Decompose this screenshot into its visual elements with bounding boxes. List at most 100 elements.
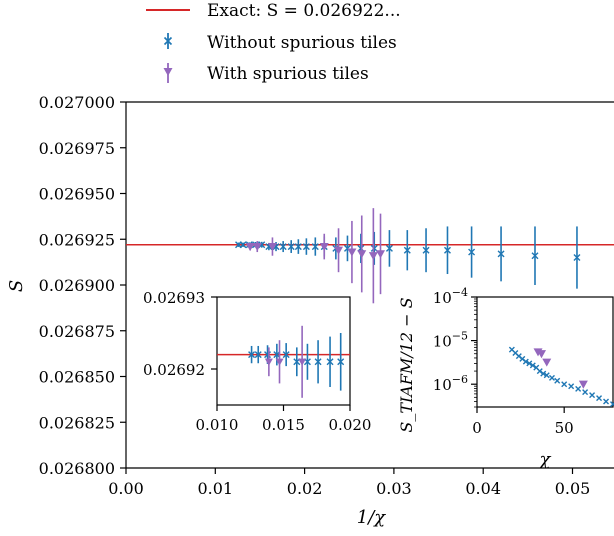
inset-zoom-without-point-1 xyxy=(248,345,256,364)
inset-zoom-with-point-3 xyxy=(298,325,307,398)
inset-zoom-with-point-2 xyxy=(275,340,284,384)
inset-log-y-tick-label: 10−4 xyxy=(433,286,468,307)
inset-zoom-without-point-8 xyxy=(314,340,322,384)
inset-zoom-series-without xyxy=(248,333,345,391)
main-series-without xyxy=(235,226,581,289)
inset-zoom-without-point-5 xyxy=(282,343,290,367)
main-without-point-8 xyxy=(279,241,287,253)
main-without-point-24 xyxy=(531,226,539,285)
inset-log-without-point-6 xyxy=(526,360,533,367)
main-without-point-21 xyxy=(443,226,451,275)
main-y-tick-label: 0.026950 xyxy=(39,185,115,204)
legend-with-label: With spurious tiles xyxy=(207,64,369,84)
inset-log-x-tick-label: 50 xyxy=(555,419,574,437)
main-x-tick-label: 0.01 xyxy=(197,479,233,498)
main-with-point-2 xyxy=(252,241,262,253)
inset-zoom-with-point-1 xyxy=(264,347,273,377)
main-without-point-19 xyxy=(403,230,411,271)
legend-without-label: Without spurious tiles xyxy=(207,33,397,53)
main-without-point-11 xyxy=(302,238,310,255)
inset-log-background xyxy=(476,296,614,408)
inset-log-y-tick-label: 10−5 xyxy=(433,330,468,351)
inset-log-with-point-4 xyxy=(578,380,588,389)
inset-log-without-point-10 xyxy=(540,370,547,377)
inset-log-without-point-13 xyxy=(554,377,561,384)
main-y-tick-label: 0.026800 xyxy=(39,459,115,478)
inset-log-with-point-3 xyxy=(542,358,552,367)
main-plot: 0.026800 0.026825 0.026850 0.026875 0.026900… xyxy=(6,93,614,528)
main-without-point-25 xyxy=(573,226,581,289)
inset-log-without-point-18 xyxy=(589,392,596,399)
inset-log-series-with xyxy=(533,348,588,389)
inset-zoom-without-point-10 xyxy=(337,333,345,391)
main-with-point-1 xyxy=(245,242,255,252)
inset-zoom-without-point-2 xyxy=(254,345,262,364)
inset-zoom-y-tick-label: 0.02692 xyxy=(143,361,205,379)
legend-exact-label: Exact: S = 0.026922... xyxy=(207,1,401,21)
main-with-point-7 xyxy=(357,215,367,293)
main-with-point-5 xyxy=(334,228,344,273)
legend-with-marker xyxy=(163,63,173,83)
legend: Exact: S = 0.026922... Without spurious … xyxy=(146,1,401,84)
main-without-point-18 xyxy=(385,230,393,267)
main-x-tick-label: 0.00 xyxy=(108,479,144,498)
main-with-point-9 xyxy=(376,213,386,295)
inset-log-without-point-21 xyxy=(610,401,614,408)
main-y-tick-label: 0.026825 xyxy=(39,413,115,432)
main-without-point-20 xyxy=(422,228,430,273)
inset-log-without-point-14 xyxy=(561,381,568,388)
main-y-axis-label: S xyxy=(6,280,27,292)
inset-log-without-point-7 xyxy=(529,362,536,369)
inset-log-without-point-17 xyxy=(582,389,589,396)
main-without-point-9 xyxy=(287,240,295,253)
main-without-point-10 xyxy=(294,239,302,254)
inset-zoom-x-tick-label: 0.010 xyxy=(196,416,239,434)
main-x-tick-label: 0.05 xyxy=(555,479,591,498)
legend-without-marker xyxy=(163,33,173,49)
main-without-point-12 xyxy=(311,237,319,256)
inset-log-without-point-20 xyxy=(603,398,610,405)
main-x-tick-label: 0.02 xyxy=(287,479,323,498)
main-without-point-17 xyxy=(370,231,378,265)
main-with-point-4 xyxy=(319,233,329,260)
inset-log-series-without xyxy=(508,346,614,408)
main-without-point-23 xyxy=(497,226,505,282)
main-y-tick-label: 0.026925 xyxy=(39,230,115,249)
inset-log-plot: 0 50 10−4 10−5 10−6 χ S_TIAFM/12 − S xyxy=(397,286,614,470)
main-y-tick-label: 0.026850 xyxy=(39,368,115,387)
inset-zoom-series-with xyxy=(264,325,307,398)
main-y-ticks: 0.026800 0.026825 0.026850 0.026875 0.026900… xyxy=(39,93,126,478)
inset-log-x-axis-label: χ xyxy=(538,449,552,470)
inset-zoom-x-tick-label: 0.015 xyxy=(262,416,305,434)
inset-zoom-x-tick-label: 0.020 xyxy=(329,416,372,434)
main-with-point-3 xyxy=(267,237,277,256)
main-with-point-8 xyxy=(368,208,378,304)
inset-zoom-background xyxy=(216,296,351,406)
inset-zoom-plot: 0.010 0.015 0.020 0.02692 0.02693 xyxy=(143,289,372,434)
inset-log-without-point-12 xyxy=(548,374,555,381)
main-series-with xyxy=(245,208,386,304)
inset-log-y-axis-label: S_TIAFM/12 − S xyxy=(397,297,416,432)
inset-log-without-point-5 xyxy=(522,358,529,365)
main-without-point-16 xyxy=(357,233,365,264)
main-without-point-5 xyxy=(258,241,266,249)
main-x-axis-label: 1/χ xyxy=(357,507,387,528)
main-without-point-15 xyxy=(343,235,351,262)
inset-zoom-y-tick-label: 0.02693 xyxy=(143,289,205,307)
main-x-tick-label: 0.03 xyxy=(376,479,412,498)
inset-log-x-tick-label: 0 xyxy=(472,419,482,437)
inset-zoom-ticks: 0.010 0.015 0.020 0.02692 0.02693 xyxy=(143,289,372,434)
inset-log-y-tick-label: 10−6 xyxy=(433,373,468,394)
inset-log-ticks: 0 50 10−4 10−5 10−6 xyxy=(433,286,574,437)
main-y-tick-label: 0.026900 xyxy=(39,276,115,295)
main-x-tick-label: 0.04 xyxy=(465,479,501,498)
inset-log-without-point-16 xyxy=(575,385,582,392)
inset-log-without-point-15 xyxy=(568,383,575,390)
inset-log-without-point-19 xyxy=(596,395,603,402)
main-y-tick-label: 0.026975 xyxy=(39,139,115,158)
inset-log-with-point-2 xyxy=(537,350,547,359)
main-x-ticks: 0.00 0.01 0.02 0.03 0.04 0.05 xyxy=(108,468,590,498)
main-with-point-6 xyxy=(347,220,357,284)
inset-zoom-without-point-9 xyxy=(326,336,334,387)
